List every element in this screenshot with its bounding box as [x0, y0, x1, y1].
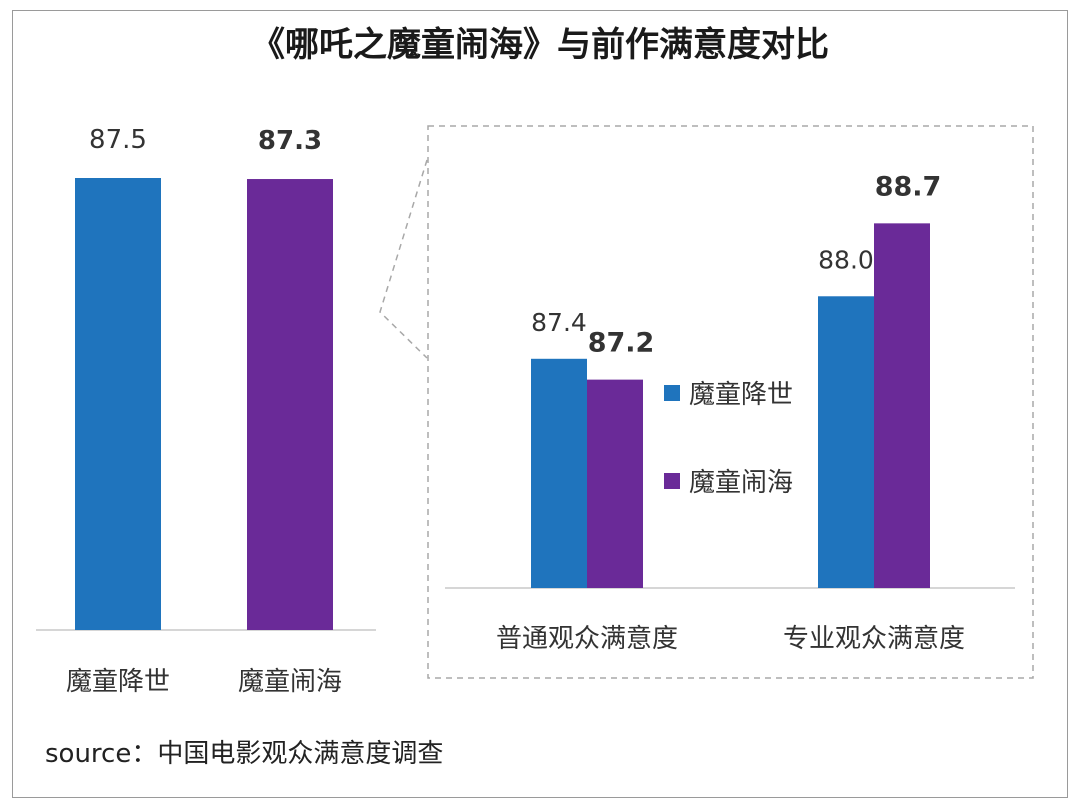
bar-普通观众满意度-魔童闹海 — [587, 379, 643, 588]
overall-satisfaction-chart: 87.5 魔童降世 87.3 魔童闹海 — [36, 125, 428, 697]
bar-value-label: 87.4 — [531, 308, 587, 337]
bar-value-label: 87.2 — [588, 328, 655, 359]
bar-普通观众满意度-魔童降世 — [531, 358, 587, 588]
bar-1 — [75, 178, 161, 630]
source-note: source：中国电影观众满意度调查 — [45, 739, 443, 769]
chart-frame — [12, 10, 1068, 798]
legend-swatch — [664, 473, 680, 489]
category-label: 魔童闹海 — [238, 667, 342, 697]
category-label: 普通观众满意度 — [496, 624, 678, 654]
legend-label: 魔童降世 — [689, 380, 793, 410]
bar-2 — [247, 179, 333, 630]
bar-value-label: 88.7 — [875, 171, 942, 202]
bar-专业观众满意度-魔童降世 — [818, 296, 874, 588]
legend-swatch — [664, 385, 680, 401]
legend-label: 魔童闹海 — [689, 468, 793, 498]
chart-title: 《哪吒之魔童闹海》与前作满意度对比 — [251, 25, 829, 65]
category-label: 魔童降世 — [66, 667, 170, 697]
category-label: 专业观众满意度 — [783, 624, 965, 654]
bar-value-label: 87.5 — [89, 125, 147, 155]
zoom-box — [427, 125, 1034, 679]
bar-value-label: 87.3 — [258, 126, 322, 156]
bar-专业观众满意度-魔童闹海 — [874, 223, 930, 589]
zoom-connector — [379, 159, 428, 359]
bar-value-label: 88.0 — [818, 245, 874, 274]
